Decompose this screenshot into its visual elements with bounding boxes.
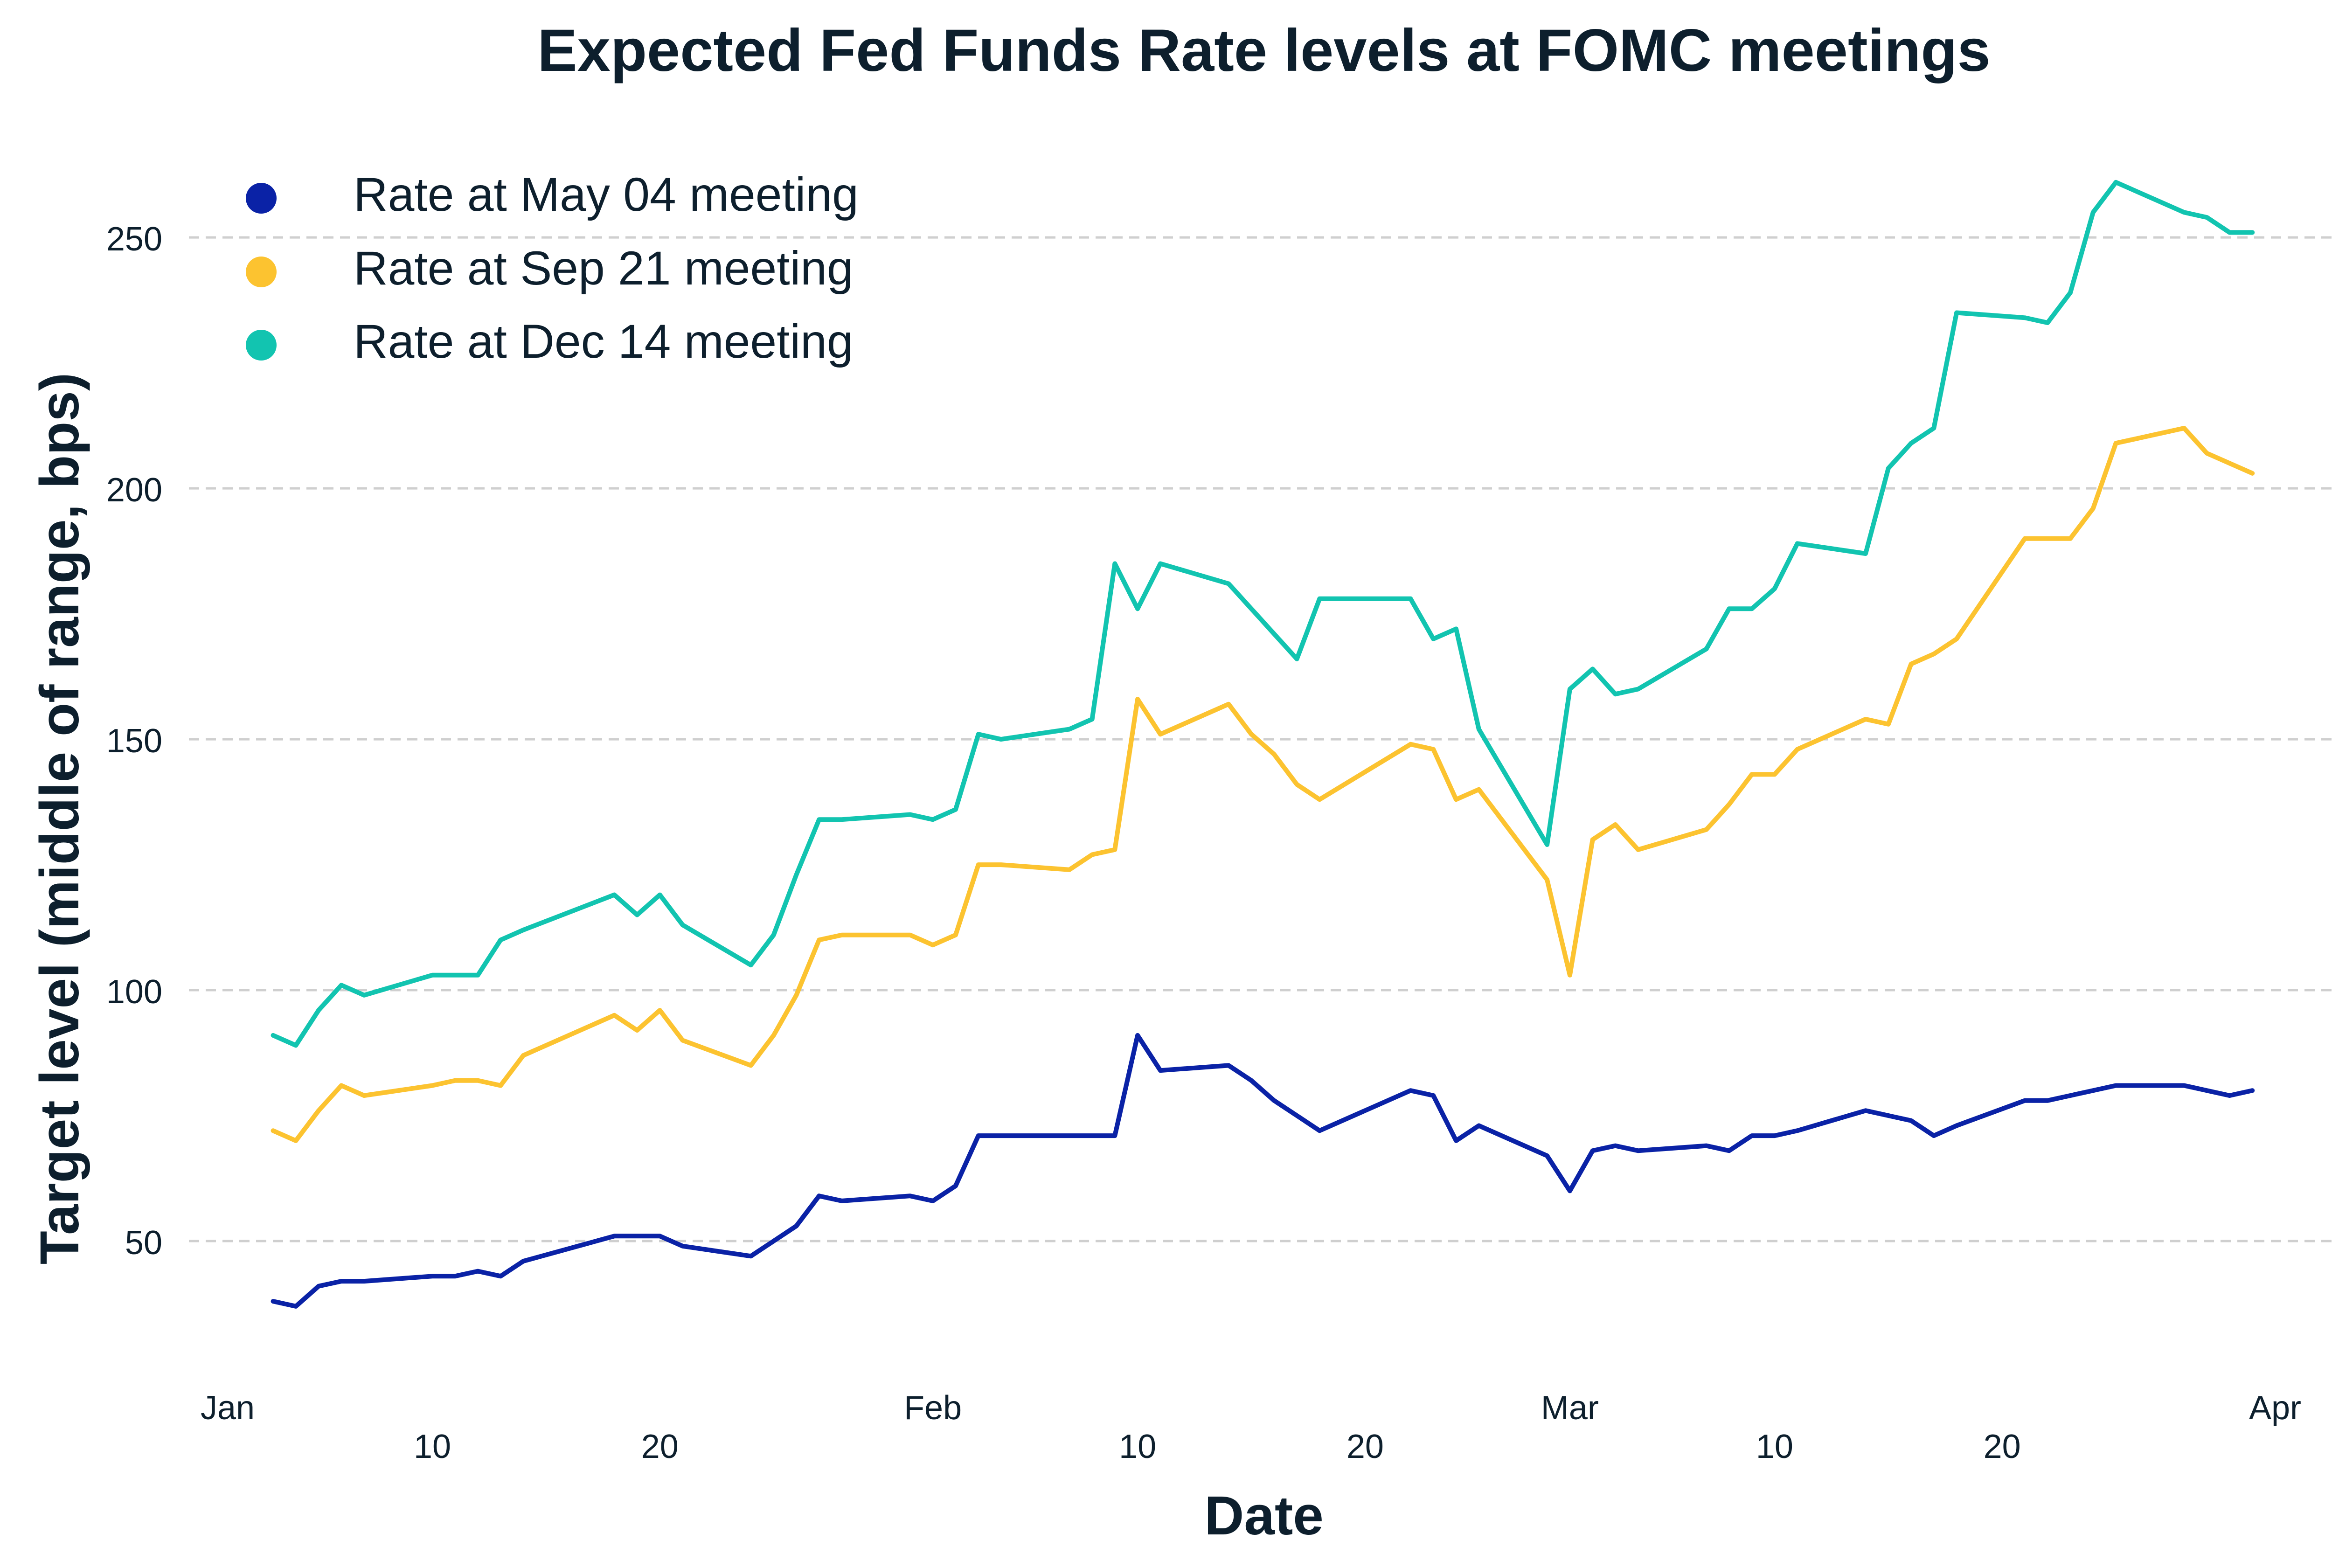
x-tick-label-month: Apr bbox=[2249, 1389, 2301, 1427]
legend-item-dec[interactable]: Rate at Dec 14 meeting bbox=[246, 315, 854, 368]
legend-label-sep: Rate at Sep 21 meeting bbox=[354, 242, 854, 295]
x-tick-label-day: 20 bbox=[1346, 1428, 1384, 1465]
x-tick-label-day: 10 bbox=[1119, 1428, 1156, 1465]
x-tick-label-month: Feb bbox=[904, 1389, 962, 1427]
y-tick-label: 200 bbox=[106, 472, 162, 509]
x-tick-label-day: 10 bbox=[1756, 1428, 1793, 1465]
y-tick-label: 50 bbox=[125, 1224, 162, 1262]
series-lines bbox=[271, 180, 2255, 1309]
x-tick-label-day: 20 bbox=[1984, 1428, 2021, 1465]
y-tick-labels: 50 100 150 200 250 bbox=[106, 221, 162, 1262]
x-tick-label-month: Mar bbox=[1541, 1389, 1599, 1427]
series-line-dec bbox=[271, 180, 2255, 1048]
gridlines bbox=[189, 236, 2332, 1242]
legend: Rate at May 04 meeting Rate at Sep 21 me… bbox=[246, 168, 859, 368]
legend-item-sep[interactable]: Rate at Sep 21 meeting bbox=[246, 242, 854, 295]
series-line-may bbox=[271, 1033, 2255, 1309]
x-tick-labels: Jan Feb Mar Apr 10 20 10 20 10 20 bbox=[201, 1389, 2301, 1465]
chart-title: Expected Fed Funds Rate levels at FOMC m… bbox=[537, 17, 1990, 84]
series-line-sep bbox=[271, 426, 2255, 1143]
legend-marker-sep bbox=[246, 257, 277, 287]
legend-label-dec: Rate at Dec 14 meeting bbox=[354, 315, 854, 368]
y-axis-title: Target level (middle of range, bps) bbox=[29, 373, 90, 1264]
legend-item-may[interactable]: Rate at May 04 meeting bbox=[246, 168, 859, 221]
y-tick-label: 150 bbox=[106, 722, 162, 760]
x-tick-label-day: 10 bbox=[414, 1428, 451, 1465]
legend-marker-may bbox=[246, 183, 277, 214]
x-tick-label-day: 20 bbox=[641, 1428, 679, 1465]
legend-label-may: Rate at May 04 meeting bbox=[354, 168, 859, 221]
legend-marker-dec bbox=[246, 330, 277, 361]
y-tick-label: 100 bbox=[106, 973, 162, 1011]
x-axis-title: Date bbox=[1204, 1485, 1324, 1547]
x-tick-label-month: Jan bbox=[201, 1389, 255, 1427]
y-tick-label: 250 bbox=[106, 221, 162, 258]
